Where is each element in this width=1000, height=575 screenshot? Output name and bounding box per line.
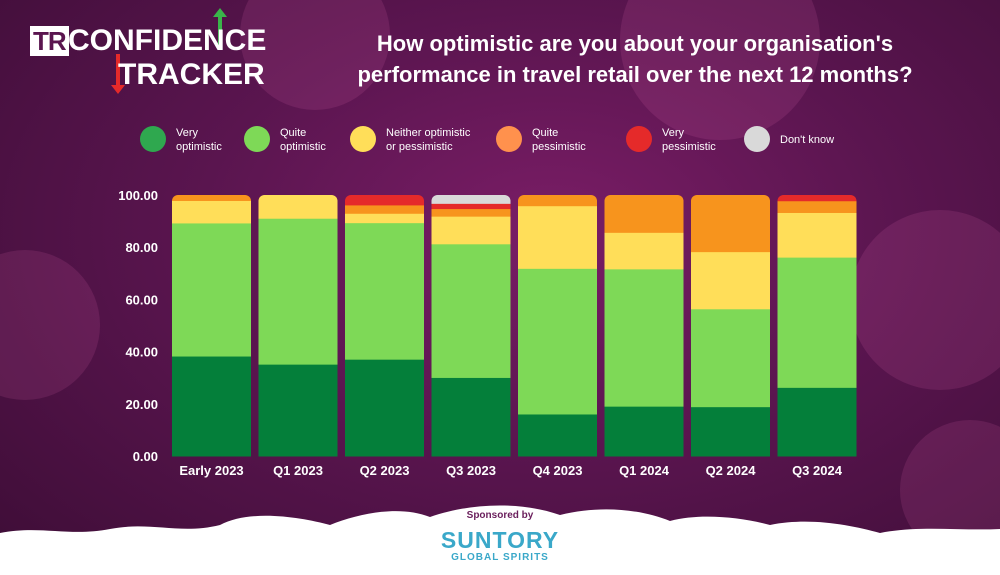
y-tick-label: 20.00 — [125, 397, 158, 412]
bar-segment — [691, 251, 770, 310]
bar-segment — [172, 356, 251, 457]
x-tick-label: Q1 2023 — [273, 463, 323, 478]
legend-label: Don't know — [780, 134, 835, 146]
legend-label: pessimistic — [662, 141, 716, 153]
bar-segment — [518, 195, 597, 207]
bar-segment — [518, 205, 597, 269]
bar-segment — [345, 213, 424, 224]
y-tick-label: 40.00 — [125, 345, 158, 360]
bar-segment — [777, 257, 857, 388]
chart-title: How optimistic are you about your organi… — [330, 28, 940, 90]
chart-title-line2: performance in travel retail over the ne… — [357, 62, 913, 87]
y-tick-label: 100.00 — [118, 188, 158, 203]
legend-label: Neither optimistic — [386, 127, 471, 139]
legend-item-quite-optimistic: Quite optimistic — [244, 126, 326, 154]
bar-stack — [604, 195, 684, 457]
legend: Very optimistic Quite optimistic Neither o… — [140, 126, 900, 166]
bar-segment — [777, 195, 857, 202]
legend-label: or pessimistic — [386, 141, 453, 153]
bar-segment — [691, 406, 770, 457]
legend-swatch — [744, 126, 770, 152]
legend-label: optimistic — [280, 141, 326, 153]
down-arrow-icon — [111, 54, 125, 94]
sponsor-brand-logo: SUNTORY — [440, 527, 560, 553]
bar-stack — [258, 195, 338, 457]
x-tick-label: Q3 2023 — [446, 463, 496, 478]
bar-segment — [691, 195, 770, 253]
bar-segment — [518, 268, 597, 415]
bar-segment — [518, 413, 597, 457]
legend-swatch — [140, 126, 166, 152]
logo-line1: CONFIDENCE — [68, 24, 267, 57]
bar-segment — [431, 208, 511, 217]
bar-segment — [172, 200, 251, 224]
bar-stack — [691, 195, 770, 457]
bar-segment — [604, 195, 684, 233]
sponsored-by-label: Sponsored by — [466, 510, 534, 521]
bar-segment — [258, 218, 338, 365]
bar-stack — [431, 195, 511, 457]
bar-segment — [431, 377, 511, 457]
sponsor-brand-subtitle: GLOBAL SPIRITS — [451, 552, 549, 563]
legend-label: Very — [662, 127, 685, 139]
bar-segment — [777, 200, 857, 213]
bar-segment — [345, 195, 424, 206]
legend-item-neither: Neither optimistic or pessimistic — [350, 126, 470, 154]
bokeh-light — [850, 210, 1000, 390]
legend-label: pessimistic — [532, 141, 586, 153]
y-tick-label: 60.00 — [125, 292, 158, 307]
bar-segment — [345, 204, 424, 214]
bar-segment — [172, 195, 251, 201]
legend-label: optimistic — [176, 141, 222, 153]
legend-item-very-optimistic: Very optimistic — [140, 126, 222, 154]
bar-segment — [431, 195, 511, 204]
x-tick-label: Q1 2024 — [619, 463, 670, 478]
legend-swatch — [496, 126, 522, 152]
bar-stack — [172, 195, 251, 457]
bar-segment — [777, 387, 857, 457]
bar-segment — [345, 359, 424, 457]
legend-label: Quite — [532, 127, 559, 139]
bar-segment — [345, 222, 424, 360]
x-tick-label: Early 2023 — [179, 463, 243, 478]
y-tick-label: 80.00 — [125, 240, 158, 255]
bar-segment — [777, 212, 857, 258]
cloud-footer — [0, 505, 1000, 575]
legend-item-dont-know: Don't know — [744, 126, 834, 152]
bar-stack — [777, 195, 857, 457]
legend-swatch — [244, 126, 270, 152]
x-tick-label: Q2 2023 — [360, 463, 410, 478]
bar-segment — [604, 268, 684, 407]
legend-item-very-pessimistic: Very pessimistic — [626, 126, 716, 154]
legend-swatch — [626, 126, 652, 152]
bar-stack — [345, 195, 424, 457]
bar-segment — [258, 195, 338, 219]
legend-label: Very — [176, 127, 199, 139]
bar-segment — [431, 243, 511, 378]
bar-segment — [431, 216, 511, 245]
x-tick-label: Q2 2024 — [706, 463, 757, 478]
up-arrow-icon — [213, 8, 227, 50]
bar-segment — [258, 364, 338, 457]
bar-segment — [172, 222, 251, 357]
bar-segment — [604, 406, 684, 457]
x-tick-label: Q4 2023 — [533, 463, 583, 478]
y-tick-label: 0.00 — [133, 449, 158, 464]
bar-stack — [518, 195, 597, 457]
bar-segment — [691, 308, 770, 408]
bar-segment — [431, 203, 511, 210]
legend-swatch — [350, 126, 376, 152]
confidence-tracker-logo: TR CONFIDENCE TRACKER — [30, 8, 280, 94]
logo-line2: TRACKER — [118, 58, 265, 91]
chart-title-line1: How optimistic are you about your organi… — [376, 31, 894, 56]
legend-item-quite-pessimistic: Quite pessimistic — [496, 126, 586, 154]
bar-segment — [604, 232, 684, 270]
legend-label: Quite — [280, 127, 307, 139]
x-tick-label: Q3 2024 — [792, 463, 843, 478]
logo-tr: TR — [30, 26, 69, 56]
